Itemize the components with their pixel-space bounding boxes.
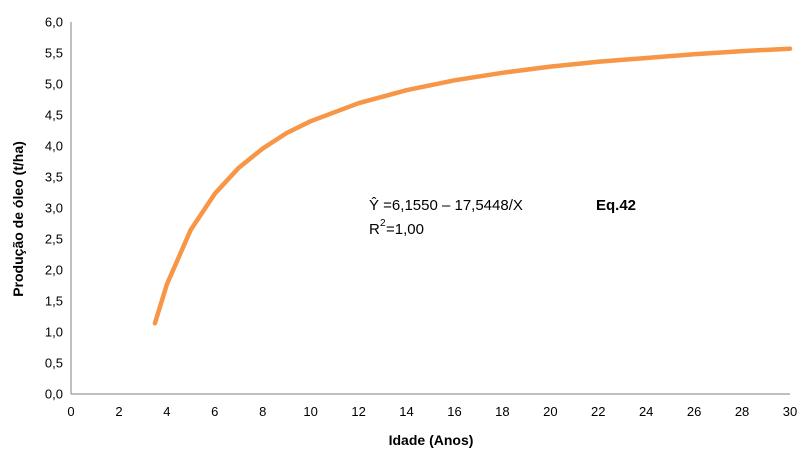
y-axis-title: Produção de óleo (t/ha)	[10, 141, 26, 297]
series-line	[152, 46, 793, 326]
x-tick-label: 6	[211, 404, 218, 419]
r2-superscript: 2	[380, 218, 386, 229]
equation-text: Ŷ =6,1550 – 17,5448/X	[369, 197, 523, 214]
y-tick-label: 4,0	[45, 139, 63, 154]
x-tick-label: 12	[351, 404, 365, 419]
y-tick-label: 2,0	[45, 263, 63, 278]
y-tick-label: 5,5	[45, 46, 63, 61]
r2-base: R	[369, 221, 380, 238]
y-tick-label: 3,5	[45, 170, 63, 185]
x-tick-labels: 0 2 4 6 8 10 12 14 16 18 20 22 24 26 28 30	[67, 404, 797, 419]
x-tick-label: 18	[495, 404, 509, 419]
x-tick-label: 22	[591, 404, 605, 419]
y-tick-label: 4,5	[45, 108, 63, 123]
axes	[70, 22, 790, 395]
y-tick-label: 1,5	[45, 294, 63, 309]
y-tick-labels: 0,0 0,5 1,0 1,5 2,0 2,5 3,0 3,5 4,0 4,5 5,0 5,5 6,0	[45, 15, 63, 402]
r2-value: =1,00	[386, 221, 424, 238]
equation-annotation: Ŷ =6,1550 – 17,5448/X Eq.42	[369, 197, 636, 214]
y-tick-label: 6,0	[45, 15, 63, 30]
y-tick-label: 1,0	[45, 325, 63, 340]
y-tick-label: 0,5	[45, 356, 63, 371]
x-tick-label: 20	[543, 404, 557, 419]
x-tick-label: 8	[259, 404, 266, 419]
x-tick-label: 4	[163, 404, 170, 419]
y-tick-label: 0,0	[45, 387, 63, 402]
x-tick-label: 24	[639, 404, 653, 419]
x-tick-label: 10	[303, 404, 317, 419]
r-squared-annotation: R 2 =1,00	[369, 218, 424, 238]
y-tick-label: 5,0	[45, 77, 63, 92]
x-tick-label: 26	[687, 404, 701, 419]
y-tick-label: 2,5	[45, 232, 63, 247]
y-tick-label: 3,0	[45, 201, 63, 216]
x-tick-label: 2	[115, 404, 122, 419]
x-axis-title: Idade (Anos)	[389, 432, 474, 448]
x-tick-label: 30	[783, 404, 797, 419]
x-tick-label: 14	[399, 404, 413, 419]
equation-tag: Eq.42	[596, 197, 636, 214]
x-tick-label: 0	[67, 404, 74, 419]
x-tick-label: 28	[735, 404, 749, 419]
x-tick-label: 16	[447, 404, 461, 419]
series-layer	[152, 46, 793, 326]
